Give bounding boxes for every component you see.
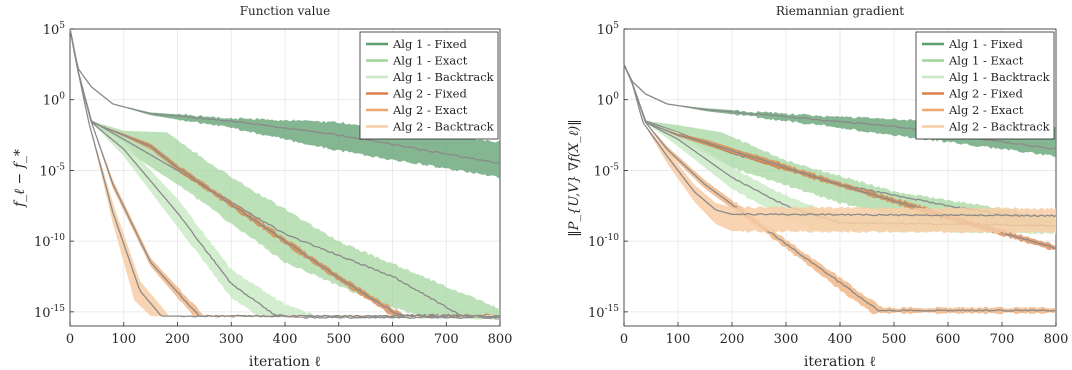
chart-title: Function value <box>240 4 331 18</box>
x-tick-label: 800 <box>488 332 513 347</box>
x-tick-label: 700 <box>990 332 1015 347</box>
x-tick-label: 700 <box>434 332 459 347</box>
legend-entry: Alg 1 - Fixed <box>392 37 467 51</box>
legend-entry: Alg 2 - Fixed <box>392 87 467 101</box>
y-tick-label: 10-15 <box>34 304 65 321</box>
y-tick-label: 105 <box>43 21 66 38</box>
x-tick-label: 400 <box>273 332 298 347</box>
legend-entry: Alg 2 - Exact <box>948 103 1024 117</box>
legend-entry: Alg 2 - Backtrack <box>948 120 1051 134</box>
x-tick-label: 800 <box>1044 332 1069 347</box>
x-tick-label: 400 <box>828 332 853 347</box>
legend-entry: Alg 1 - Backtrack <box>392 70 495 84</box>
y-tick-label: 10-5 <box>40 162 66 179</box>
legend-entry: Alg 2 - Exact <box>392 103 468 117</box>
y-axis-label: f_ℓ − f_* <box>12 149 28 208</box>
x-tick-label: 0 <box>620 332 628 347</box>
y-axis-label: ‖P_{U,V} ∇f(X_ℓ)‖ <box>567 119 582 236</box>
series-median-alg-2-exact <box>623 64 1057 312</box>
legend-box <box>915 31 1055 140</box>
series-median-alg-2-backtrack <box>69 28 501 318</box>
x-tick-labels: 0 100 200 300 400 500 600 700 800 <box>620 322 1069 347</box>
series-median-alg-2-fixed <box>69 28 501 318</box>
legend-entry: Alg 1 - Exact <box>392 54 468 68</box>
series-band-alg-2-backtrack <box>624 64 1056 234</box>
legend-entry: Alg 1 - Fixed <box>948 37 1023 51</box>
series-median-alg-1-exact <box>69 28 501 320</box>
chart-function-value: Function value 0 100 200 300 400 500 600 700 800… <box>12 4 512 370</box>
x-tick-label: 0 <box>66 332 74 347</box>
x-tick-label: 300 <box>219 332 244 347</box>
series-median-alg-2-backtrack <box>623 64 1057 218</box>
x-tick-label: 100 <box>666 332 691 347</box>
series-band-alg-2-exact <box>624 64 1056 315</box>
legend: Alg 1 - Fixed Alg 1 - Exact Alg 1 - Backtr… <box>359 31 499 140</box>
x-tick-labels: 0 100 200 300 400 500 600 700 800 <box>66 322 513 347</box>
y-tick-label: 100 <box>597 92 620 109</box>
y-tick-labels: 105 100 10-5 10-10 10-15 <box>34 21 74 321</box>
x-tick-label: 600 <box>936 332 961 347</box>
x-tick-label: 300 <box>774 332 799 347</box>
series-median-alg-1-fixed <box>623 64 1057 150</box>
chart-riemannian-gradient: Riemannian gradient 0 100 200 300 400 500 600 7… <box>567 4 1068 370</box>
y-tick-label: 10-5 <box>594 162 620 179</box>
legend-entry: Alg 2 - Fixed <box>948 87 1023 101</box>
y-tick-label: 10-15 <box>588 304 619 321</box>
x-tick-label: 600 <box>380 332 405 347</box>
x-tick-label: 500 <box>882 332 907 347</box>
y-tick-labels: 105 100 10-5 10-10 10-15 <box>588 21 628 321</box>
series-median-alg-1-fixed <box>69 28 501 164</box>
legend-entry: Alg 1 - Backtrack <box>948 70 1051 84</box>
y-tick-label: 10-10 <box>34 233 65 250</box>
x-tick-label: 200 <box>720 332 745 347</box>
series-band-alg-1-fixed <box>70 29 500 179</box>
y-tick-label: 105 <box>597 21 620 38</box>
y-tick-label: 100 <box>43 92 66 109</box>
chart-title: Riemannian gradient <box>776 4 904 18</box>
series-band-alg-1-exact <box>70 29 500 320</box>
legend-box <box>359 31 499 140</box>
x-tick-label: 200 <box>165 332 190 347</box>
x-axis-label: iteration ℓ <box>249 354 321 370</box>
legend-entry: Alg 2 - Backtrack <box>392 120 495 134</box>
y-tick-label: 10-10 <box>588 233 619 250</box>
legend-entry: Alg 1 - Exact <box>948 54 1024 68</box>
series-layer <box>69 28 501 320</box>
x-axis-label: iteration ℓ <box>804 354 876 370</box>
x-tick-label: 100 <box>111 332 136 347</box>
legend: Alg 1 - Fixed Alg 1 - Exact Alg 1 - Backtr… <box>915 31 1055 140</box>
x-tick-label: 500 <box>326 332 351 347</box>
